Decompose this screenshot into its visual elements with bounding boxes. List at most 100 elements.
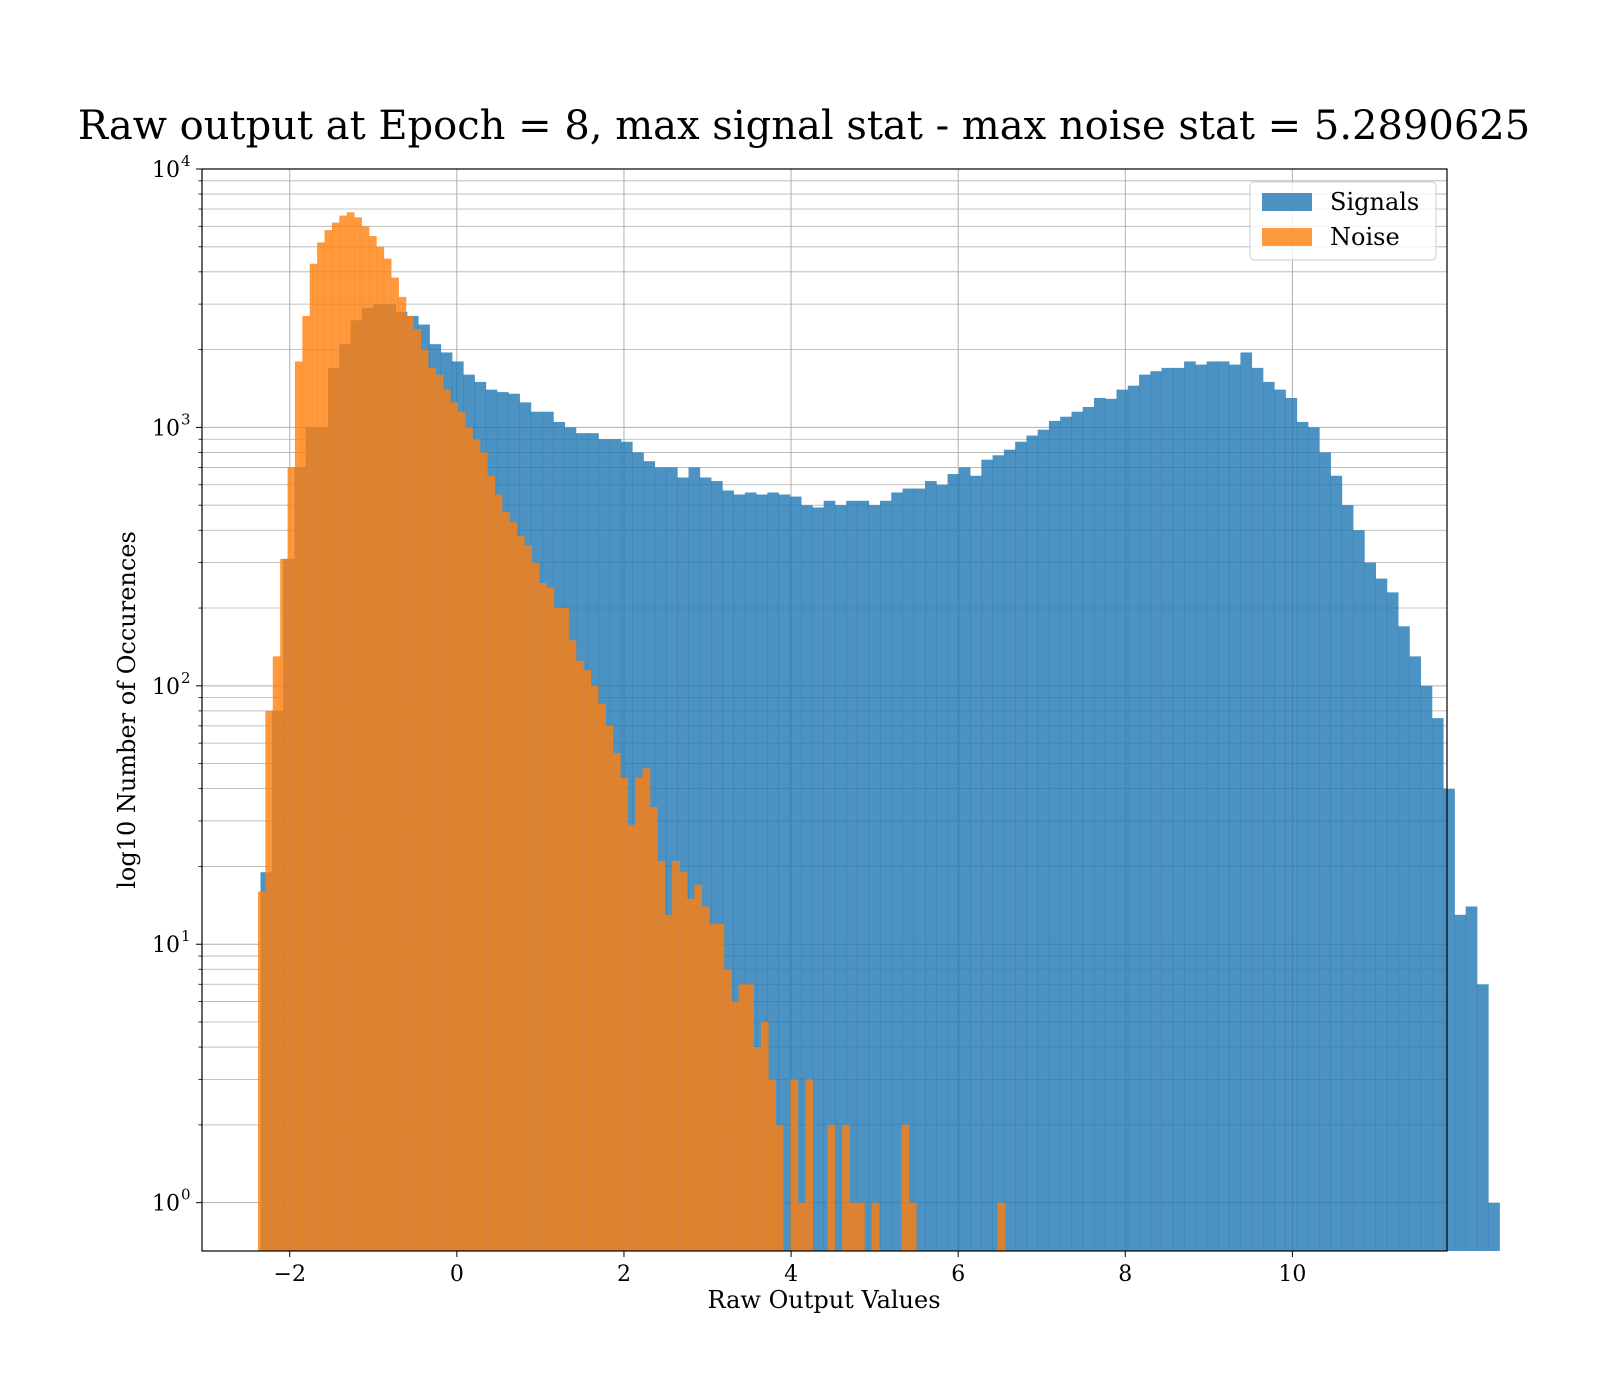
noise-bar	[649, 806, 658, 1251]
noise-bar	[908, 1202, 917, 1251]
noise-bar	[472, 439, 481, 1251]
signals-bar	[699, 477, 712, 1252]
noise-bar	[760, 1022, 769, 1251]
noise-bar	[524, 545, 532, 1251]
noise-bar	[871, 1202, 880, 1251]
signals-bar	[1127, 385, 1140, 1252]
noise-bar	[657, 860, 666, 1251]
signals-bar	[677, 477, 689, 1252]
signals-bar	[1184, 361, 1196, 1251]
signals-bar	[1048, 420, 1061, 1252]
noise-bar	[856, 1202, 865, 1251]
signals-bar	[1015, 441, 1027, 1251]
noise-bar	[509, 522, 518, 1251]
noise-bar	[376, 246, 385, 1252]
signals-bar	[1454, 914, 1467, 1251]
signals-bar	[947, 474, 960, 1251]
noise-bar	[664, 914, 673, 1251]
y-tick-exponent: 3	[181, 410, 191, 428]
noise-bar	[553, 608, 562, 1251]
signals-bar	[1240, 352, 1253, 1251]
noise-bar	[627, 824, 636, 1251]
signals-bar	[1217, 361, 1230, 1251]
plot-area-frame	[201, 168, 1448, 1252]
legend-swatch-noise	[1262, 228, 1312, 246]
x-axis-label: Raw Output Values	[707, 1286, 940, 1314]
noise-bar	[257, 891, 266, 1251]
noise-bar	[413, 329, 422, 1251]
signals-bar	[992, 455, 1005, 1251]
signals-bar	[1409, 656, 1422, 1251]
signals-bar	[1307, 427, 1320, 1251]
signals-bar	[767, 492, 780, 1251]
signals-bar	[1093, 397, 1106, 1251]
signals-bar	[1003, 449, 1016, 1251]
noise-bar	[487, 475, 496, 1252]
signals-bar	[688, 467, 701, 1251]
noise-bar	[672, 860, 680, 1251]
x-tick-label: 10	[1278, 1262, 1306, 1287]
noise-bar	[901, 1124, 910, 1251]
signals-bar	[857, 500, 870, 1252]
noise-bar	[598, 704, 606, 1251]
signals-bar	[1060, 416, 1072, 1251]
noise-bar	[849, 1202, 858, 1251]
noise-bar	[272, 656, 281, 1251]
signals-bar	[1105, 398, 1117, 1251]
y-tick-label: 10	[152, 933, 180, 958]
noise-bar	[383, 258, 392, 1251]
noise-bar	[479, 452, 488, 1251]
noise-bar	[346, 212, 355, 1251]
signals-bar	[665, 467, 678, 1251]
noise-bar	[354, 217, 362, 1252]
x-tick-label: 2	[617, 1262, 631, 1287]
legend-label-noise: Noise	[1330, 223, 1400, 251]
signals-bar	[913, 488, 926, 1251]
signals-bar	[654, 467, 667, 1251]
y-tick-label: 10	[152, 416, 180, 441]
y-tick-label: 10	[152, 675, 180, 700]
signals-bar	[936, 484, 948, 1251]
signals-bar	[1353, 530, 1365, 1251]
signals-bar	[1195, 364, 1208, 1251]
signals-bar	[1274, 389, 1286, 1251]
signals-bar	[756, 494, 768, 1251]
noise-bar	[465, 427, 473, 1251]
signals-bar	[789, 496, 802, 1251]
signals-bar	[1465, 906, 1478, 1251]
noise-bar	[420, 349, 429, 1252]
noise-bar	[746, 984, 754, 1251]
signals-bar	[812, 507, 825, 1252]
noise-bar	[457, 411, 466, 1252]
signals-bar	[1476, 984, 1489, 1251]
y-tick-exponent: 2	[181, 669, 191, 687]
signals-bar	[970, 475, 982, 1252]
signals-bar	[1262, 381, 1275, 1252]
signals-bar	[1375, 578, 1388, 1251]
noise-bar	[797, 1202, 806, 1251]
noise-bar	[361, 226, 370, 1251]
noise-bar	[605, 725, 614, 1251]
noise-bar	[583, 670, 592, 1251]
signals-bar	[1251, 367, 1264, 1251]
noise-bar	[265, 710, 274, 1251]
signals-bar	[1150, 371, 1162, 1251]
noise-bar	[590, 685, 599, 1251]
y-tick-exponent: 4	[181, 152, 191, 170]
signals-bar	[1116, 389, 1129, 1251]
signals-bar	[1139, 374, 1151, 1251]
noise-bar	[516, 536, 525, 1251]
signals-bar	[1364, 562, 1376, 1251]
noise-bar	[716, 923, 725, 1251]
signals-bar	[823, 500, 836, 1252]
chart-title: Raw output at Epoch = 8, max signal stat…	[78, 103, 1530, 149]
noise-bar	[738, 984, 747, 1251]
noise-bar	[339, 215, 348, 1251]
noise-bar	[753, 1047, 762, 1251]
noise-bar	[368, 236, 377, 1251]
signals-bar	[1037, 429, 1050, 1251]
signals-bar	[801, 505, 813, 1251]
noise-bar	[686, 898, 695, 1251]
